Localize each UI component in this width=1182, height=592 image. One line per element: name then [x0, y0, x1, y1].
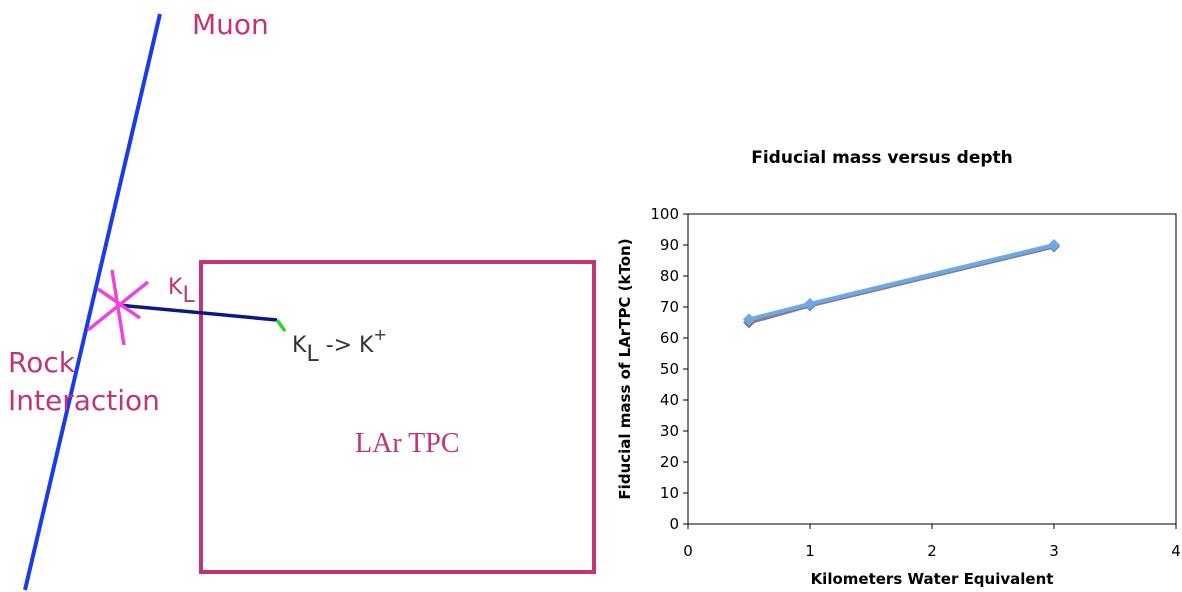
- kaon-main: K: [168, 275, 183, 300]
- kaon-track: [117, 303, 278, 322]
- decay-main: K: [292, 333, 307, 358]
- point-marker: [743, 313, 755, 326]
- rock-label: Rock: [8, 346, 76, 379]
- y-tick-label: 0: [669, 515, 679, 533]
- decay-track: [275, 318, 287, 333]
- series-line: [748, 243, 1055, 322]
- y-tick-label: 50: [660, 360, 679, 378]
- x-tick-label: 2: [927, 542, 937, 560]
- kaon-sub: L: [182, 283, 195, 308]
- muon-track: [23, 13, 162, 591]
- x-tick-label: 0: [683, 542, 693, 560]
- decay-label: KL -> K+: [292, 325, 387, 367]
- y-tick-label: 100: [650, 205, 679, 223]
- x-tick-label: 4: [1171, 542, 1181, 560]
- point-marker: [804, 297, 816, 310]
- y-tick-label: 40: [660, 391, 679, 409]
- detector-box: [199, 260, 596, 574]
- x-tick-label: 1: [805, 542, 815, 560]
- decay-sub: L: [306, 342, 319, 367]
- decay-sup: +: [374, 325, 387, 344]
- kaon-label: KL: [168, 275, 195, 308]
- detector-label: LAr TPC: [355, 428, 460, 459]
- x-tick-label: 3: [1049, 542, 1059, 560]
- decay-arrow: -> K: [319, 333, 374, 358]
- y-tick-label: 80: [660, 267, 679, 285]
- y-tick-label: 60: [660, 329, 679, 347]
- y-tick-label: 90: [660, 236, 679, 254]
- y-tick-label: 10: [660, 484, 679, 502]
- interaction-star: [86, 269, 150, 346]
- chart-title: Fiducial mass versus depth: [751, 148, 1013, 168]
- y-tick-label: 30: [660, 422, 679, 440]
- x-axis-label: Kilometers Water Equivalent: [811, 570, 1054, 588]
- point-marker: [1048, 239, 1060, 251]
- y-tick-label: 70: [660, 298, 679, 316]
- y-tick-label: 20: [660, 453, 679, 471]
- plot-area: [687, 213, 1177, 525]
- rock-label: Interaction: [8, 384, 160, 417]
- y-axis-label: Fiducial mass of LArTPC (kTon): [616, 238, 634, 499]
- muon-label: Muon: [192, 8, 269, 41]
